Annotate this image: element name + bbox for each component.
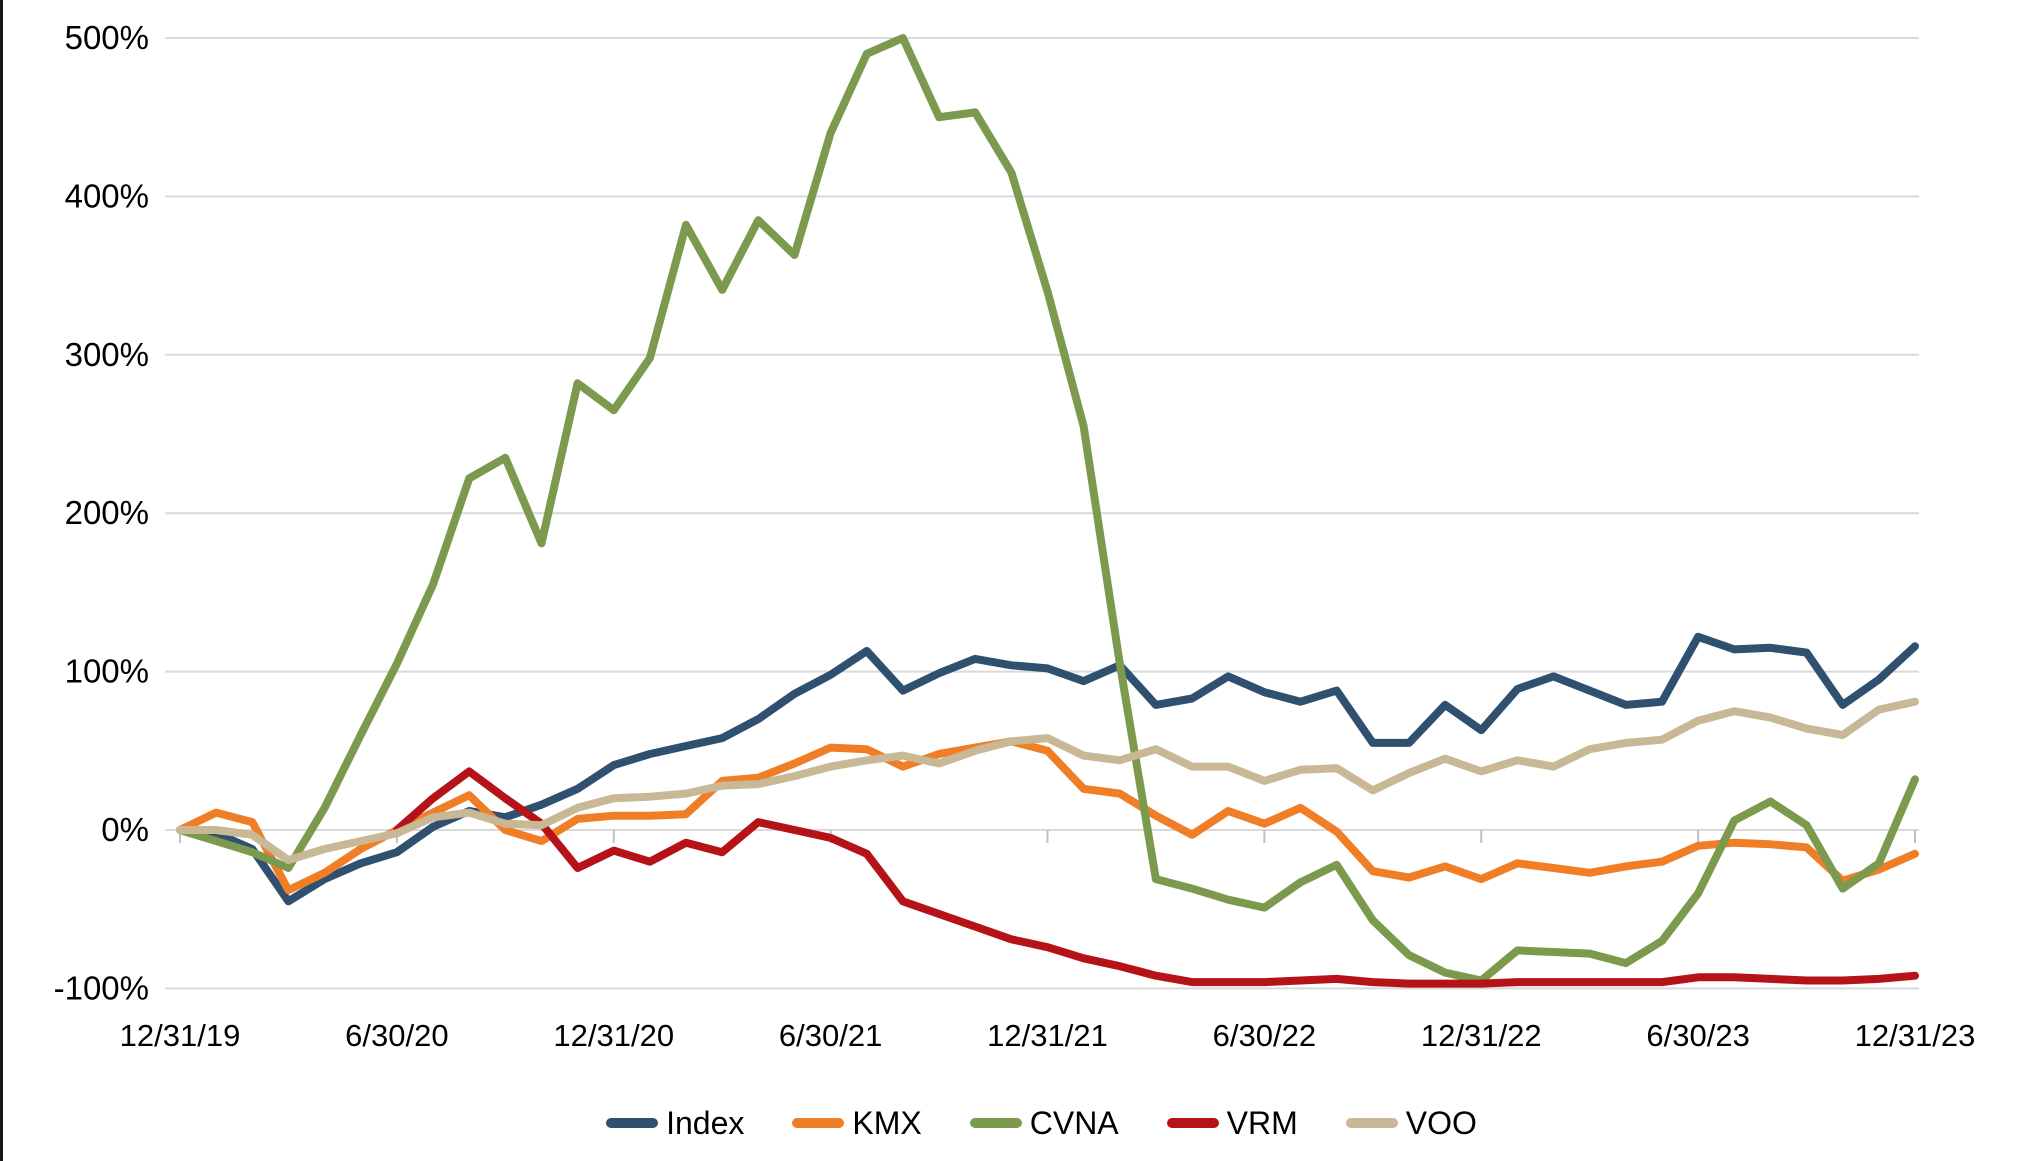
x-tick-label: 6/30/21 xyxy=(779,1018,882,1053)
legend-item-vrm: VRM xyxy=(1166,1104,1298,1142)
x-tick-label: 12/31/22 xyxy=(1421,1018,1542,1053)
legend-swatch-cvna xyxy=(969,1118,1022,1128)
y-tick-label: 500% xyxy=(65,19,149,56)
series-line-kmx xyxy=(176,737,1919,895)
legend-swatch-vrm xyxy=(1166,1118,1219,1128)
y-tick-label: 200% xyxy=(65,494,149,531)
y-tick-label: 0% xyxy=(101,811,149,848)
x-axis-labels: 12/31/19 6/30/20 12/31/20 6/30/21 12/31/21 6/… xyxy=(120,1018,1976,1053)
legend-item-cvna: CVNA xyxy=(969,1104,1119,1142)
y-axis-labels: 500% 400% 300% 200% 100% 0% -100% xyxy=(54,19,149,1006)
legend-swatch-voo xyxy=(1345,1118,1398,1128)
legend-label: VOO xyxy=(1405,1104,1477,1141)
legend-label: KMX xyxy=(852,1104,922,1141)
y-tick-label: 300% xyxy=(65,336,149,373)
chart-legend: Index KMX CVNA VRM VOO xyxy=(165,1098,1918,1148)
series-line-voo xyxy=(176,697,1919,865)
x-tick-label: 12/31/20 xyxy=(553,1018,674,1053)
x-tick-label: 6/30/20 xyxy=(345,1018,448,1053)
x-tick-label: 12/31/19 xyxy=(120,1018,241,1053)
gridlines xyxy=(165,37,1919,990)
x-axis-ticks xyxy=(179,830,1916,843)
x-tick-label: 6/30/23 xyxy=(1646,1018,1749,1053)
legend-swatch-index xyxy=(606,1118,659,1128)
y-tick-label: 100% xyxy=(65,653,149,690)
series-line-cvna xyxy=(176,34,1919,985)
x-tick-label: 12/31/21 xyxy=(987,1018,1108,1053)
series-line-vrm xyxy=(392,767,1919,988)
legend-label: Index xyxy=(666,1104,745,1141)
legend-item-kmx: KMX xyxy=(792,1104,922,1142)
legend-label: CVNA xyxy=(1029,1104,1119,1141)
legend-label: VRM xyxy=(1226,1104,1298,1141)
legend-item-voo: VOO xyxy=(1345,1104,1477,1142)
x-tick-label: 12/31/23 xyxy=(1855,1018,1976,1053)
x-tick-label: 6/30/22 xyxy=(1213,1018,1316,1053)
legend-swatch-kmx xyxy=(792,1118,845,1128)
legend-item-index: Index xyxy=(606,1105,744,1142)
y-tick-label: -100% xyxy=(54,969,149,1006)
line-chart: 500% 400% 300% 200% 100% 0% -100% 12/31/19 6/30/… xyxy=(54,19,1976,1053)
y-tick-label: 400% xyxy=(65,177,149,214)
